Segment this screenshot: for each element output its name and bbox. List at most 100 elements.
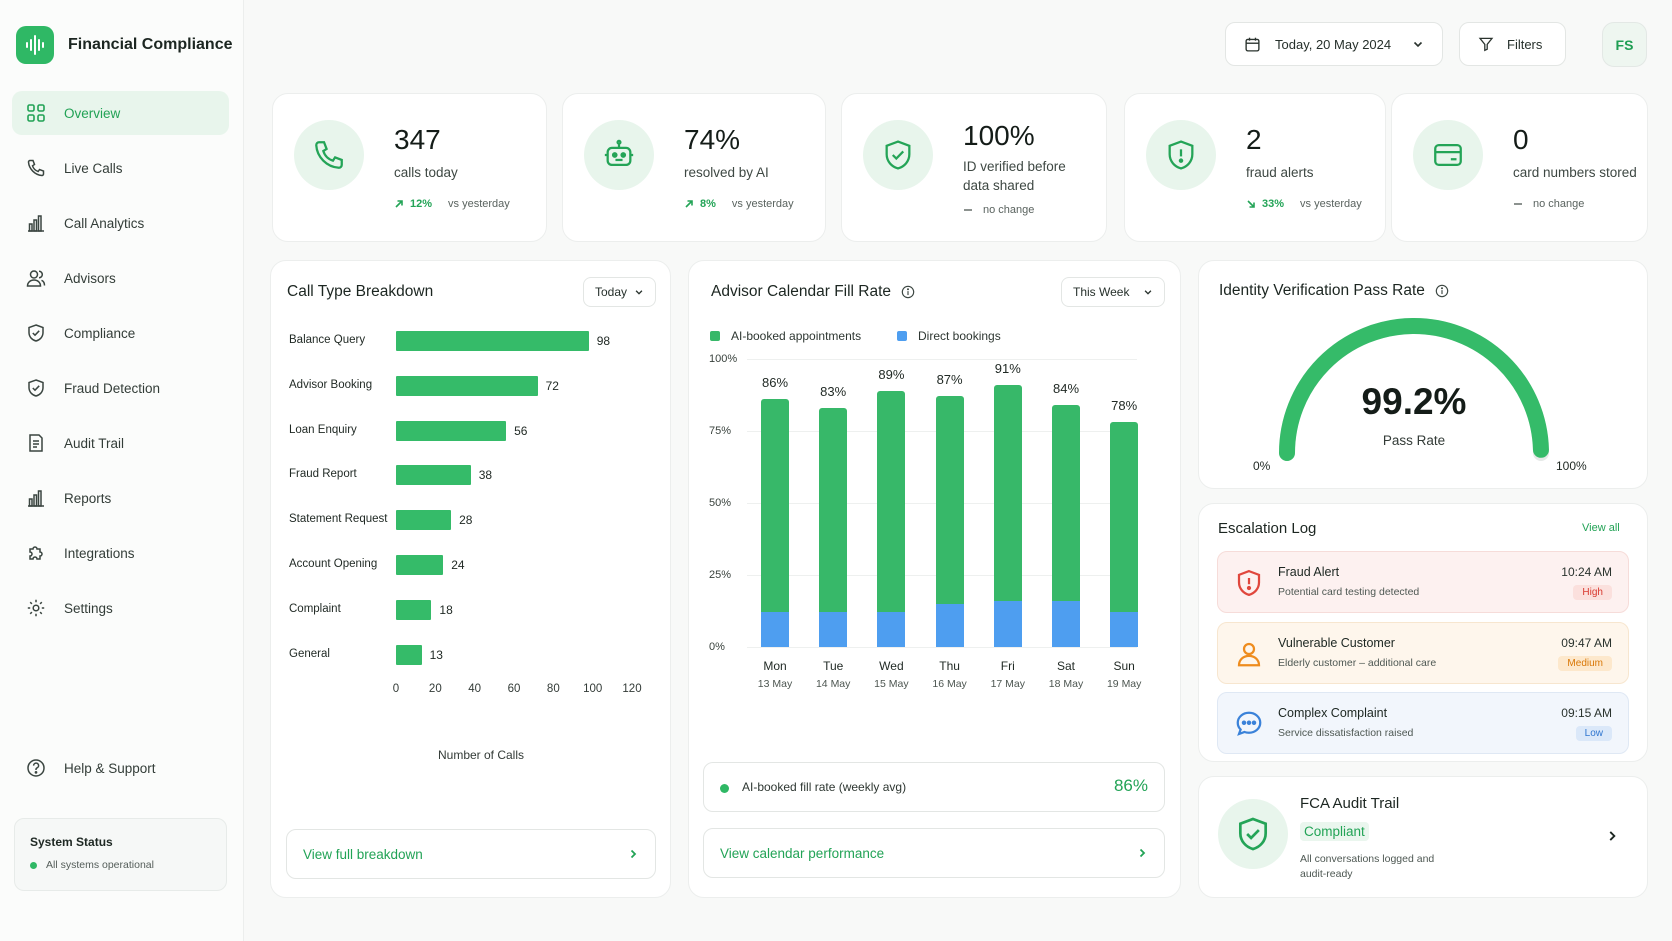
help-support-link[interactable]: Help & Support [26, 758, 156, 778]
chevron-down-icon [635, 290, 643, 295]
chevron-right-icon [630, 849, 637, 859]
sidebar-item-settings[interactable]: Settings [12, 586, 229, 630]
date-picker-button[interactable]: Today, 20 May 2024 [1225, 22, 1443, 66]
direct-segment [1110, 612, 1139, 647]
period-select[interactable]: This Week [1061, 277, 1165, 307]
kpi-card-calls: 347 calls today 12% vs yesterday [272, 93, 547, 242]
sidebar-item-live-calls[interactable]: Live Calls [12, 146, 229, 190]
dash-icon [964, 209, 972, 211]
sidebar-item-call-analytics[interactable]: Call Analytics [12, 201, 229, 245]
escalation-title: Complex Complaint [1278, 706, 1388, 720]
sidebar-nav: Overview Live Calls Call Analytics Advis… [12, 91, 229, 641]
sidebar-item-integrations[interactable]: Integrations [12, 531, 229, 575]
stacked-column[interactable] [819, 407, 848, 647]
kpi-value: 0 [1513, 124, 1529, 155]
escalation-item-vulnerable[interactable]: Vulnerable Customer Elderly customer – a… [1217, 622, 1629, 684]
avg-value: 86% [1113, 776, 1148, 795]
ai-segment [1052, 405, 1080, 601]
sidebar-item-label: Call Analytics [64, 215, 145, 231]
bar[interactable] [396, 420, 507, 441]
sidebar-item-label: Fraud Detection [64, 380, 161, 396]
brand[interactable]: Financial Compliance [16, 26, 232, 64]
kpi-label: ID verified before data shared [963, 159, 1066, 193]
stacked-column[interactable] [877, 390, 906, 647]
status-dot-icon [30, 861, 37, 869]
date-label: 15 May [874, 678, 909, 690]
x-tick-label: 0 [392, 683, 400, 695]
ai-segment [935, 396, 964, 604]
kpi-trend: 8% vs yesterday [684, 198, 794, 210]
fca-audit-panel[interactable]: FCA Audit Trail Compliant All conversati… [1198, 776, 1648, 898]
chat-bubble-icon [1236, 711, 1262, 736]
bar[interactable] [396, 331, 589, 351]
chevron-right-icon[interactable] [1605, 829, 1619, 843]
bar[interactable] [396, 555, 444, 575]
bar[interactable] [396, 599, 432, 620]
help-label: Help & Support [64, 760, 156, 776]
audit-text: All conversations logged and audit-ready [1300, 853, 1435, 880]
kpi-value: 100% [963, 120, 1035, 151]
ai-segment [993, 384, 1022, 601]
sidebar-item-compliance[interactable]: Compliance [12, 311, 229, 355]
sidebar-item-audit-trail[interactable]: Audit Trail [12, 421, 229, 465]
stacked-column[interactable] [993, 384, 1022, 647]
kpi-trend-text: vs yesterday [731, 198, 794, 210]
period-select[interactable]: Today [583, 277, 656, 307]
y-tick-label: 0% [709, 641, 725, 653]
gear-icon [27, 599, 45, 617]
sidebar-item-reports[interactable]: Reports [12, 476, 229, 520]
bar-chart-icon [28, 215, 44, 232]
stacked-column[interactable] [935, 396, 964, 647]
legend-swatch [710, 331, 720, 341]
escalation-sub: Potential card testing detected [1278, 586, 1420, 598]
stacked-column[interactable] [761, 399, 789, 647]
grid-icon [27, 104, 45, 122]
x-tick-label: 80 [546, 683, 560, 695]
sidebar-item-overview[interactable]: Overview [12, 91, 229, 135]
bar[interactable] [396, 465, 471, 486]
bar[interactable] [396, 375, 538, 396]
shield-icon [28, 379, 44, 397]
period-value: This Week [1073, 285, 1130, 299]
ai-segment [761, 399, 789, 613]
help-circle-icon [27, 759, 45, 777]
bar[interactable] [396, 644, 422, 665]
column-value-label: 78% [1111, 398, 1138, 414]
category-label: Advisor Booking [289, 378, 373, 391]
date-label: 16 May [932, 678, 967, 690]
bar[interactable] [396, 510, 452, 531]
info-icon[interactable] [1435, 284, 1449, 298]
priority-badge: Medium [1558, 656, 1612, 671]
ai-segment [877, 390, 906, 613]
sidebar-item-fraud-detection[interactable]: Fraud Detection [12, 366, 229, 410]
y-tick-label: 100% [709, 353, 738, 365]
view-all-link[interactable]: View all [1582, 522, 1620, 534]
stacked-column[interactable] [1110, 422, 1139, 647]
stacked-column[interactable] [1052, 405, 1080, 647]
view-calendar-performance-button[interactable]: View calendar performance [703, 828, 1165, 878]
info-icon[interactable] [901, 285, 915, 299]
weekly-avg-card: AI-booked fill rate (weekly avg) 86% [703, 762, 1165, 812]
gauge-max: 100% [1556, 459, 1587, 473]
user-avatar[interactable]: FS [1602, 22, 1647, 67]
gauge-value: 99.2% [1361, 381, 1467, 422]
avg-dot-icon [720, 784, 729, 793]
calendar-icon [1245, 37, 1260, 52]
category-label: Loan Enquiry [289, 423, 357, 436]
escalation-item-complaint[interactable]: Complex Complaint Service dissatisfactio… [1217, 692, 1629, 754]
escalation-sub: Elderly customer – additional care [1278, 657, 1437, 669]
category-label: Complaint [289, 602, 341, 615]
sidebar-item-label: Advisors [64, 270, 116, 286]
kpi-card-fraud-alerts: 2 fraud alerts 33% vs yesterday [1124, 93, 1386, 242]
escalation-title: Vulnerable Customer [1278, 636, 1395, 650]
kpi-card-resolved: 74% resolved by AI 8% vs yesterday [562, 93, 826, 242]
sidebar-item-advisors[interactable]: Advisors [12, 256, 229, 300]
chevron-down-icon [1413, 41, 1423, 48]
escalation-item-fraud[interactable]: Fraud Alert Potential card testing detec… [1217, 551, 1629, 613]
audit-title: FCA Audit Trail [1300, 795, 1400, 812]
kpi-trend-pct: 12% [410, 198, 433, 210]
kpi-label: card numbers stored [1513, 165, 1637, 180]
view-full-breakdown-button[interactable]: View full breakdown [286, 829, 656, 879]
filters-button[interactable]: Filters [1459, 22, 1566, 66]
ai-segment [819, 407, 848, 613]
